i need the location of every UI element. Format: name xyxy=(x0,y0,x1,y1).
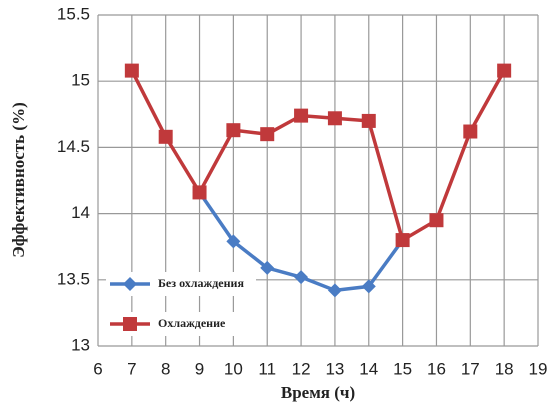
x-tick-label: 14 xyxy=(359,359,378,378)
marker xyxy=(327,283,342,298)
legend-label: Охлаждение xyxy=(158,316,226,330)
x-tick-label: 19 xyxy=(529,359,548,378)
x-tick-label: 8 xyxy=(161,359,170,378)
y-axis-label: Эффективность (%) xyxy=(9,102,28,257)
marker xyxy=(123,277,137,291)
marker xyxy=(429,213,444,228)
y-tick-label: 14.5 xyxy=(57,137,90,156)
marker xyxy=(260,127,275,142)
marker xyxy=(463,124,478,139)
marker xyxy=(260,260,275,275)
marker xyxy=(226,234,241,249)
x-tick-label: 15 xyxy=(393,359,412,378)
marker xyxy=(123,317,137,331)
x-tick-label: 6 xyxy=(93,359,102,378)
y-tick-label: 15.5 xyxy=(57,4,90,23)
marker xyxy=(294,108,309,123)
x-tick-label: 9 xyxy=(195,359,204,378)
marker xyxy=(327,111,342,126)
x-tick-label: 13 xyxy=(325,359,344,378)
x-tick-label: 17 xyxy=(461,359,480,378)
x-tick-label: 16 xyxy=(427,359,446,378)
x-tick-label: 12 xyxy=(292,359,311,378)
x-axis-label: Время (ч) xyxy=(281,383,355,402)
legend-label: Без охлаждения xyxy=(158,276,244,290)
marker xyxy=(158,129,173,144)
x-tick-label: 18 xyxy=(495,359,514,378)
marker xyxy=(497,63,512,78)
x-tick-label: 7 xyxy=(127,359,136,378)
marker xyxy=(361,113,376,128)
marker xyxy=(124,63,139,78)
marker xyxy=(192,185,207,200)
y-tick-label: 15 xyxy=(71,71,90,90)
marker xyxy=(361,279,376,294)
y-tick-label: 13.5 xyxy=(57,269,90,288)
marker xyxy=(226,123,241,138)
series-line xyxy=(130,69,506,243)
marker xyxy=(395,233,410,248)
x-tick-label: 10 xyxy=(224,359,243,378)
y-tick-label: 14 xyxy=(71,203,90,222)
marker xyxy=(294,270,309,285)
x-tick-label: 11 xyxy=(258,359,276,378)
y-tick-label: 13 xyxy=(71,335,90,354)
